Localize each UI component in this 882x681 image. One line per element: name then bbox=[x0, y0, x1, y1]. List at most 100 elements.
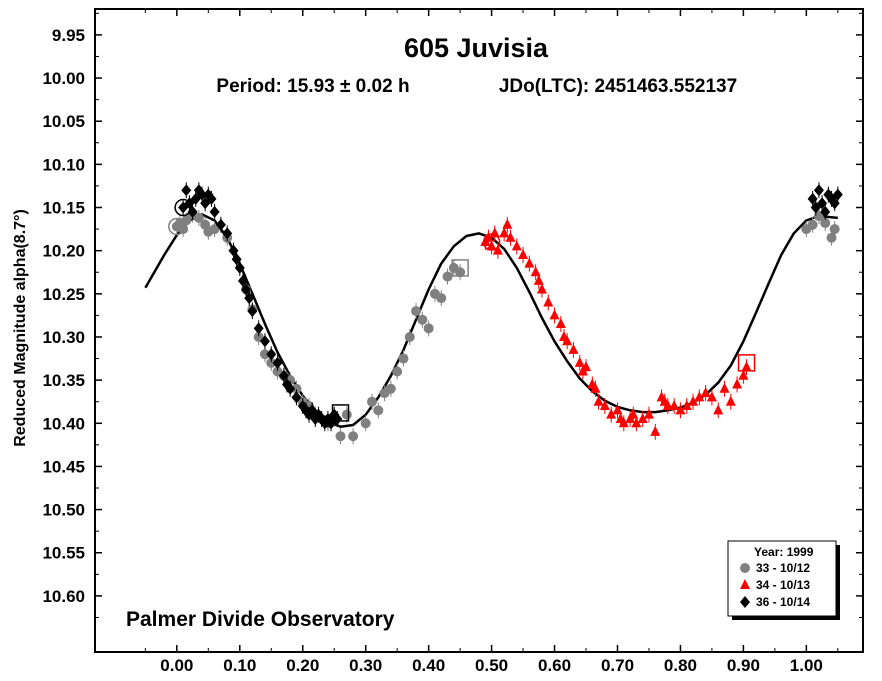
plot-frame bbox=[94, 8, 864, 653]
data-point bbox=[423, 323, 434, 334]
data-point bbox=[234, 261, 245, 274]
data-point bbox=[489, 227, 500, 238]
x-tick-labels: 0.00 0.10 0.20 0.30 0.40 0.50 0.60 0.70 0.80 0.90… bbox=[160, 656, 823, 675]
data-point bbox=[215, 218, 226, 231]
data-point bbox=[628, 408, 639, 419]
data-point bbox=[826, 232, 837, 243]
open-square-marker bbox=[331, 404, 350, 422]
data-point bbox=[291, 391, 302, 404]
data-point bbox=[499, 227, 510, 238]
legend-marker bbox=[740, 563, 750, 573]
data-point bbox=[807, 219, 818, 230]
legend-items: 33 - 10/12 34 - 10/13 36 - 10/14 bbox=[740, 561, 810, 609]
data-point bbox=[694, 391, 705, 402]
chart-subtitle-period: Period: 15.93 ± 0.02 h bbox=[216, 76, 409, 97]
data-point bbox=[366, 396, 377, 407]
data-point bbox=[253, 331, 264, 342]
data-point bbox=[341, 409, 352, 420]
y-tick-label: 10.55 bbox=[42, 544, 85, 563]
data-point bbox=[373, 405, 384, 416]
y-tick-label: 10.00 bbox=[42, 69, 85, 88]
open-square-marker bbox=[737, 354, 756, 372]
data-point bbox=[272, 356, 283, 369]
data-point bbox=[411, 306, 422, 317]
open-markers bbox=[168, 198, 756, 422]
data-point bbox=[738, 369, 749, 380]
data-point bbox=[278, 369, 289, 382]
legend-label: 34 - 10/13 bbox=[756, 578, 810, 592]
observatory-label: Palmer Divide Observatory bbox=[126, 608, 395, 631]
y-tick-label: 9.95 bbox=[52, 26, 85, 45]
data-point bbox=[599, 400, 610, 411]
data-point bbox=[593, 395, 604, 406]
y-tick-label: 10.15 bbox=[42, 199, 85, 218]
y-axis-label: Reduced Magnitude alpha(8.7°) bbox=[12, 209, 29, 447]
x-tick-label: 0.20 bbox=[286, 656, 319, 675]
data-point bbox=[241, 283, 252, 296]
data-point bbox=[807, 192, 818, 205]
data-point bbox=[568, 343, 579, 354]
x-tick-label: 0.70 bbox=[601, 656, 634, 675]
data-point bbox=[335, 431, 346, 442]
data-point bbox=[187, 205, 198, 218]
data-point bbox=[829, 197, 840, 210]
data-point bbox=[197, 188, 208, 201]
y-tick-label: 10.25 bbox=[42, 285, 85, 304]
data-point bbox=[398, 353, 409, 364]
data-point bbox=[606, 408, 617, 419]
data-point bbox=[332, 412, 343, 425]
data-point bbox=[266, 348, 277, 361]
y-tick-labels: 9.95 10.00 10.05 10.10 10.15 10.20 10.25 10.30 1… bbox=[42, 26, 85, 606]
x-tick-label: 0.80 bbox=[664, 656, 697, 675]
chart-title: 605 Juvisia bbox=[404, 33, 549, 63]
data-point bbox=[253, 322, 264, 335]
data-point bbox=[669, 400, 680, 411]
legend-title: Year: 1999 bbox=[754, 545, 814, 559]
data-point bbox=[813, 184, 824, 197]
data-point bbox=[590, 382, 601, 393]
data-point bbox=[732, 378, 743, 389]
data-point bbox=[247, 305, 258, 318]
axis-ticks bbox=[95, 9, 863, 652]
data-point bbox=[483, 231, 494, 242]
data-point bbox=[725, 395, 736, 406]
y-tick-label: 10.40 bbox=[42, 414, 85, 433]
data-point bbox=[662, 400, 673, 411]
data-point bbox=[706, 391, 717, 402]
data-point bbox=[631, 417, 642, 428]
data-point bbox=[237, 274, 248, 287]
data-point bbox=[486, 240, 497, 251]
data-point bbox=[574, 356, 585, 367]
data-point bbox=[829, 224, 840, 235]
x-tick-label: 1.00 bbox=[790, 656, 823, 675]
data-point bbox=[533, 274, 544, 285]
data-point bbox=[549, 309, 560, 320]
open-circle-marker bbox=[482, 233, 501, 251]
legend-marker bbox=[740, 579, 750, 589]
data-point bbox=[832, 188, 843, 201]
data-point bbox=[543, 296, 554, 307]
data-point bbox=[562, 335, 573, 346]
chart-subtitle-epoch: JDo(LTC): 2451463.552137 bbox=[499, 76, 737, 97]
data-point bbox=[392, 366, 403, 377]
data-point bbox=[681, 400, 692, 411]
x-tick-label: 0.90 bbox=[727, 656, 760, 675]
data-point bbox=[417, 314, 428, 325]
data-point bbox=[436, 293, 447, 304]
data-point bbox=[206, 192, 217, 205]
data-point bbox=[650, 425, 661, 436]
data-point bbox=[291, 383, 302, 394]
data-point bbox=[817, 197, 828, 210]
data-point bbox=[502, 218, 513, 229]
y-tick-label: 10.05 bbox=[42, 112, 85, 131]
legend-marker bbox=[740, 596, 750, 608]
open-square-marker bbox=[451, 259, 469, 277]
data-point bbox=[637, 412, 648, 423]
x-tick-label: 0.60 bbox=[538, 656, 571, 675]
data-point bbox=[618, 417, 629, 428]
data-point bbox=[713, 404, 724, 415]
data-point bbox=[259, 335, 270, 348]
data-point bbox=[643, 408, 654, 419]
data-point bbox=[209, 205, 220, 218]
